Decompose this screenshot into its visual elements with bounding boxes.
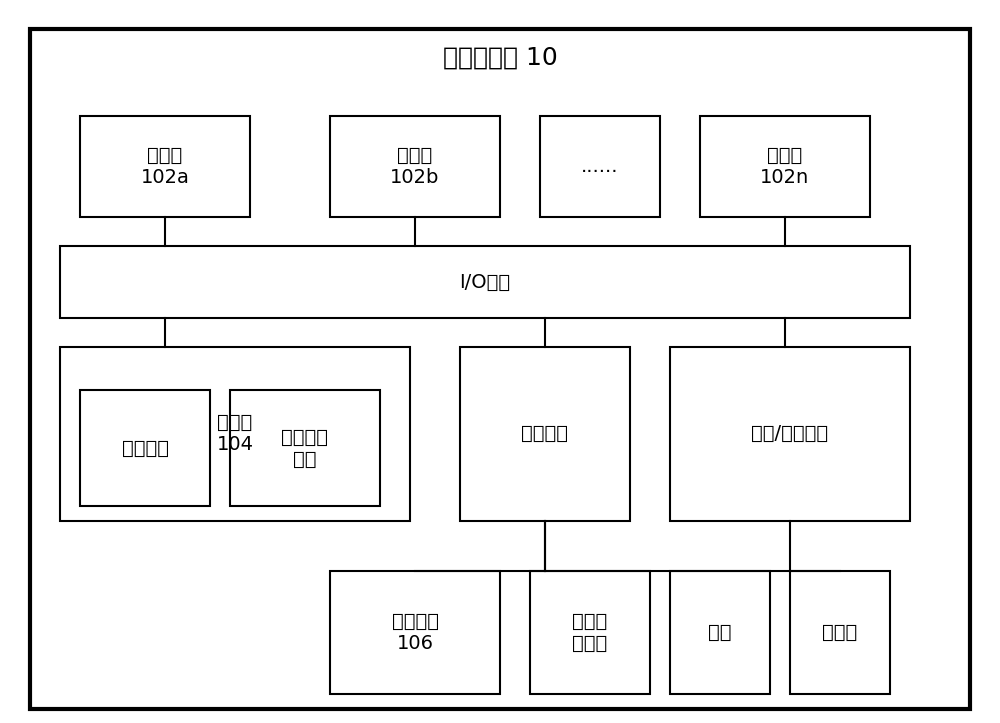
Text: 程序指令: 程序指令 bbox=[122, 439, 169, 458]
FancyBboxPatch shape bbox=[60, 246, 910, 318]
Text: 显示器: 显示器 bbox=[822, 623, 858, 642]
Text: 处理器
102n: 处理器 102n bbox=[760, 146, 810, 187]
Text: I/O接口: I/O接口 bbox=[459, 273, 511, 291]
FancyBboxPatch shape bbox=[60, 347, 410, 521]
Text: ......: ...... bbox=[581, 157, 619, 176]
FancyBboxPatch shape bbox=[230, 390, 380, 506]
FancyBboxPatch shape bbox=[30, 29, 970, 709]
FancyBboxPatch shape bbox=[790, 571, 890, 694]
FancyBboxPatch shape bbox=[80, 390, 210, 506]
FancyBboxPatch shape bbox=[330, 116, 500, 217]
Text: 网络接口: 网络接口 bbox=[522, 424, 568, 443]
Text: 光标控
制设备: 光标控 制设备 bbox=[572, 612, 608, 653]
Text: 传输装置
106: 传输装置 106 bbox=[392, 612, 439, 653]
Text: 输入/输出接口: 输入/输出接口 bbox=[751, 424, 829, 443]
Text: 计算机终端 10: 计算机终端 10 bbox=[443, 46, 557, 70]
Text: 数据存储
装置: 数据存储 装置 bbox=[282, 428, 328, 469]
FancyBboxPatch shape bbox=[700, 116, 870, 217]
FancyBboxPatch shape bbox=[540, 116, 660, 217]
Text: 存储器
104: 存储器 104 bbox=[216, 414, 254, 454]
FancyBboxPatch shape bbox=[670, 347, 910, 521]
FancyBboxPatch shape bbox=[670, 571, 770, 694]
FancyBboxPatch shape bbox=[530, 571, 650, 694]
FancyBboxPatch shape bbox=[80, 116, 250, 217]
Text: 键盘: 键盘 bbox=[708, 623, 732, 642]
Text: 处理器
102a: 处理器 102a bbox=[141, 146, 189, 187]
FancyBboxPatch shape bbox=[460, 347, 630, 521]
Text: 处理器
102b: 处理器 102b bbox=[390, 146, 440, 187]
FancyBboxPatch shape bbox=[330, 571, 500, 694]
